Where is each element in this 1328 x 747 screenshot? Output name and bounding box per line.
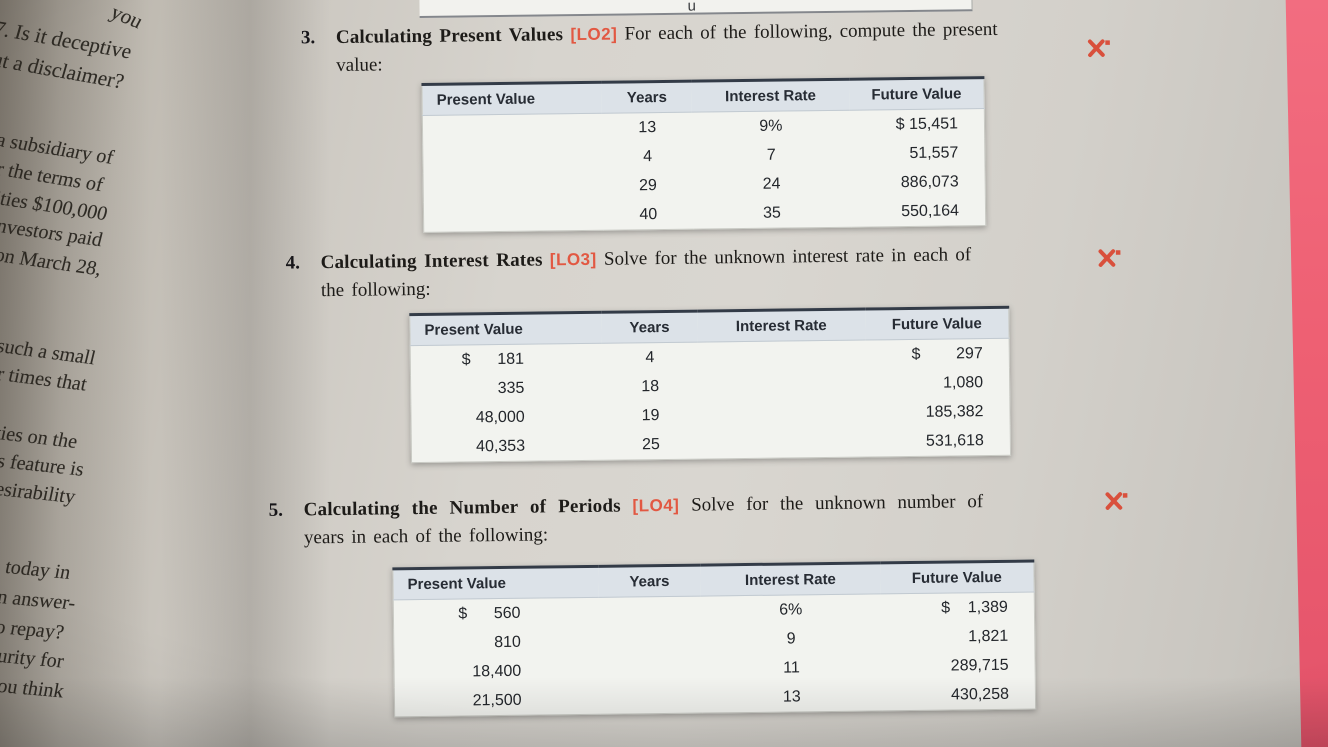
problem-lead-line2: years in each of the following: <box>303 524 549 549</box>
problem-4: 4. Calculating Interest Rates [LO3] Solv… <box>0 0 1323 464</box>
column-header: Years <box>597 565 701 598</box>
table-cell: 4 <box>643 147 653 165</box>
excel-master-icon <box>1098 248 1122 267</box>
table-cell: 18 <box>641 377 660 395</box>
column-header: Interest Rate <box>697 309 866 343</box>
problem-heading: Calculating Interest Rates [LO3] Solve f… <box>320 242 971 276</box>
table-cell: 335 <box>497 379 525 397</box>
problem-lead: Solve for the unknown number of <box>690 491 984 516</box>
table-cell <box>599 684 702 715</box>
table-cell: 18,400 <box>472 662 522 680</box>
previous-table-edge: u <box>419 0 973 18</box>
table-cell: 550,164 <box>901 201 960 220</box>
column-header: Future Value <box>864 307 1010 341</box>
table-cell: 25 <box>641 435 660 453</box>
table-cell: $ 15,451 <box>895 114 959 133</box>
table-cell: 11 <box>783 658 800 677</box>
table-body: $ 560 6% $ 1,389 810 9 1,821 18,400 11 289,715 21… <box>393 592 1035 717</box>
number-of-periods-table: Present Value Years Interest Rate Future… <box>392 559 1037 718</box>
problem-title: Calculating the Number of Periods <box>303 495 621 521</box>
column-header: Years <box>601 311 698 344</box>
lo-tag: [LO4] <box>632 495 680 516</box>
table-cell: 40,353 <box>476 437 526 455</box>
table-cell: 29 <box>638 176 657 194</box>
problem-lead-line2: the following: <box>320 278 431 302</box>
table-body: $ 181 4 $ 297 335 18 1,080 48,000 19 185,382 40,3… <box>410 338 1010 462</box>
excel-master-icon <box>1104 491 1128 510</box>
table-row: 40 35 550,164 <box>423 196 985 232</box>
problem-title: Calculating Interest Rates <box>320 249 543 274</box>
table-cell: 51,557 <box>909 143 959 162</box>
table-cell <box>422 113 602 145</box>
problem-heading: Calculating Present Values [LO2] For eac… <box>336 17 998 51</box>
table-cell: 810 <box>494 633 521 651</box>
column-header: Present Value <box>409 312 602 346</box>
table-cell: 9% <box>759 117 783 135</box>
table-cell: 6% <box>779 600 803 619</box>
table-cell: 886,073 <box>900 172 959 191</box>
table-cell: 7 <box>766 146 776 164</box>
interest-rates-table: Present Value Years Interest Rate Future… <box>409 305 1012 464</box>
present-values-table: Present Value Years Interest Rate Future… <box>421 76 987 233</box>
table-cell <box>599 655 702 685</box>
column-header: Years <box>601 81 693 114</box>
problem-3: 3. Calculating Present Values [LO2] For … <box>0 0 1323 233</box>
excel-master-icon <box>1087 39 1111 58</box>
table-cell <box>698 399 866 430</box>
problem-lead-line2: value: <box>336 54 383 76</box>
table-body: 13 9% $ 15,451 4 7 51,557 29 24 886,073 40 35 550,1… <box>422 109 985 233</box>
table-cell: 13 <box>782 687 801 706</box>
problem-heading: Calculating the Number of Periods [LO4] … <box>303 489 984 523</box>
column-header: Interest Rate <box>700 562 881 597</box>
table-cell <box>698 340 866 372</box>
table-cell: 1,080 <box>942 373 984 392</box>
problem-5: 5. Calculating the Number of Periods [LO… <box>0 0 1323 718</box>
table-cell <box>423 172 603 203</box>
column-header: Interest Rate <box>691 79 850 113</box>
problem-title: Calculating Present Values <box>335 24 564 48</box>
column-header: Present Value <box>392 566 599 600</box>
table-cell: $ 297 <box>911 344 983 363</box>
table-cell <box>699 428 867 460</box>
problem-lead: For each of the following, compute the p… <box>624 18 998 45</box>
table-cell: 4 <box>645 348 655 366</box>
table-cell: $ 1,389 <box>941 598 1008 617</box>
table-cell: 1,821 <box>968 627 1009 645</box>
problem-number: 5. <box>268 499 284 521</box>
lo-tag: [LO2] <box>570 24 618 45</box>
table-cell: 19 <box>641 406 660 424</box>
table-cell: 185,382 <box>925 402 984 421</box>
table-cell <box>599 626 702 656</box>
table-cell <box>698 370 866 401</box>
problem-number: 3. <box>300 27 316 49</box>
problem-lead: Solve for the unknown interest rate in e… <box>603 244 972 270</box>
column-header: Future Value <box>849 77 985 111</box>
table-cell: $ 181 <box>461 350 525 368</box>
table-cell: $ 560 <box>458 604 521 623</box>
table-cell: 289,715 <box>950 656 1009 675</box>
table-cell <box>423 201 603 233</box>
table-cell: 24 <box>762 175 781 193</box>
table-cell: 21,500 <box>472 691 522 709</box>
table-cell: 430,258 <box>950 685 1010 704</box>
table-cell: 35 <box>762 204 781 222</box>
lo-tag: [LO3] <box>549 249 597 270</box>
column-header: Present Value <box>421 82 603 116</box>
table-cell: 13 <box>638 118 657 136</box>
table-cell: 531,618 <box>925 431 984 450</box>
table-row: 40,353 25 531,618 <box>411 426 1010 463</box>
table-cell: 9 <box>786 629 796 648</box>
clipped-character: u <box>687 0 696 15</box>
table-cell: 40 <box>639 205 658 223</box>
table-cell: 48,000 <box>475 408 525 426</box>
column-header: Future Value <box>879 560 1035 594</box>
table-cell <box>423 143 603 174</box>
table-cell <box>598 596 701 627</box>
problem-number: 4. <box>285 252 301 274</box>
